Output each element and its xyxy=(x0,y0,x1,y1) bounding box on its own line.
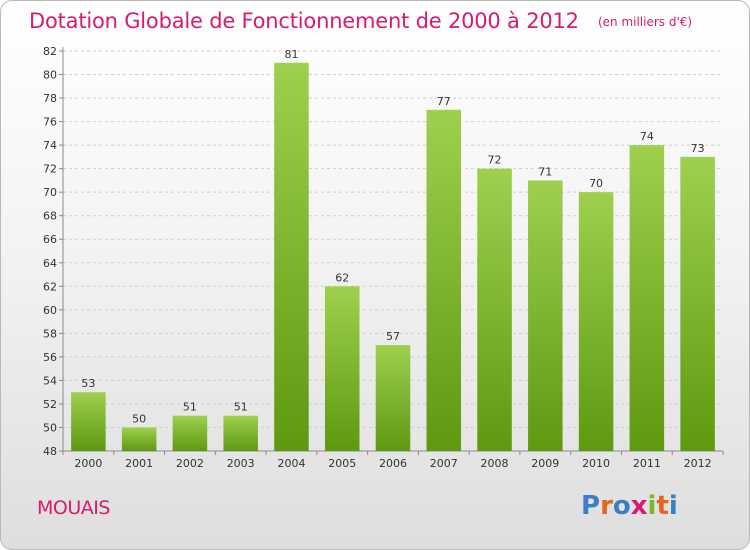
y-tick-label: 54 xyxy=(43,374,57,387)
y-tick-label: 80 xyxy=(43,69,57,82)
y-tick-label: 62 xyxy=(43,280,57,293)
x-tick-label: 2009 xyxy=(531,457,559,470)
data-label: 57 xyxy=(386,330,400,343)
data-label: 51 xyxy=(183,401,197,414)
bar-2008 xyxy=(477,168,512,451)
data-label: 81 xyxy=(284,48,298,61)
chart-title: Dotation Globale de Fonctionnement de 20… xyxy=(29,9,692,33)
logo-letter: o xyxy=(612,491,631,521)
bar-2009 xyxy=(528,180,563,452)
y-tick-label: 78 xyxy=(43,92,57,105)
y-tick-label: 76 xyxy=(43,116,57,129)
x-tick-label: 2003 xyxy=(227,457,255,470)
y-tick-label: 64 xyxy=(43,257,57,270)
bar-2002 xyxy=(172,415,208,451)
y-tick-label: 50 xyxy=(43,421,57,434)
commune-name: MOUAIS xyxy=(37,497,110,519)
bar-2003 xyxy=(223,415,258,451)
y-tick-label: 74 xyxy=(43,139,57,152)
axes: 48 50 52 54 56 58 60 62 64 66 68 70 72 74 76 78 80 82 2000… xyxy=(43,45,724,470)
x-tick-label: 2007 xyxy=(430,457,458,470)
x-tick-label: 2012 xyxy=(684,457,712,470)
y-tick-label: 72 xyxy=(43,163,57,176)
bar-2011 xyxy=(629,145,665,451)
logo-letter: i xyxy=(647,491,657,521)
bar-2000 xyxy=(71,392,106,451)
data-label: 77 xyxy=(437,95,451,108)
data-label: 74 xyxy=(640,130,654,143)
x-tick-label: 2010 xyxy=(582,457,610,470)
y-tick-label: 56 xyxy=(43,351,57,364)
data-labels: 53 50 51 51 81 62 57 77 72 71 70 74 73 xyxy=(81,48,704,426)
logo-letter: P xyxy=(581,491,601,521)
bar-2012 xyxy=(680,156,715,451)
data-label: 51 xyxy=(234,401,248,414)
logo-letter: i xyxy=(668,491,678,521)
data-label: 72 xyxy=(488,154,502,167)
data-label: 73 xyxy=(691,142,705,155)
bar-2005 xyxy=(324,286,360,451)
bars xyxy=(71,62,715,452)
proxiti-logo: Proxiti xyxy=(581,491,678,521)
logo-letter: t xyxy=(656,491,669,521)
data-label: 53 xyxy=(81,377,95,390)
y-tick-label: 60 xyxy=(43,304,57,317)
bar-2010 xyxy=(578,192,614,452)
x-tick-label: 2008 xyxy=(481,457,509,470)
x-tick-label: 2001 xyxy=(125,457,153,470)
y-tick-label: 66 xyxy=(43,233,57,246)
x-tick-label: 2011 xyxy=(633,457,661,470)
data-label: 70 xyxy=(589,177,603,190)
x-tick-label: 2004 xyxy=(277,457,305,470)
data-label: 50 xyxy=(132,412,146,425)
bar-2001 xyxy=(121,427,157,451)
data-label: 62 xyxy=(335,271,349,284)
logo-letter: x xyxy=(630,491,648,521)
bar-2004 xyxy=(274,62,309,451)
x-tick-label: 2002 xyxy=(176,457,204,470)
y-tick-label: 82 xyxy=(43,45,57,58)
y-tick-label: 68 xyxy=(43,210,57,223)
bar-2007 xyxy=(426,109,462,451)
x-tick-label: 2006 xyxy=(379,457,407,470)
y-tick-label: 70 xyxy=(43,186,57,199)
y-tick-label: 58 xyxy=(43,327,57,340)
x-tick-label: 2000 xyxy=(74,457,102,470)
data-label: 71 xyxy=(538,165,552,178)
y-tick-label: 48 xyxy=(43,445,57,458)
bar-2006 xyxy=(375,345,411,451)
chart-title-unit: (en milliers d'€) xyxy=(597,15,693,29)
y-tick-label: 52 xyxy=(43,398,57,411)
logo-letter: r xyxy=(600,491,613,521)
chart-title-main: Dotation Globale de Fonctionnement de 20… xyxy=(29,9,579,33)
x-tick-label: 2005 xyxy=(328,457,356,470)
